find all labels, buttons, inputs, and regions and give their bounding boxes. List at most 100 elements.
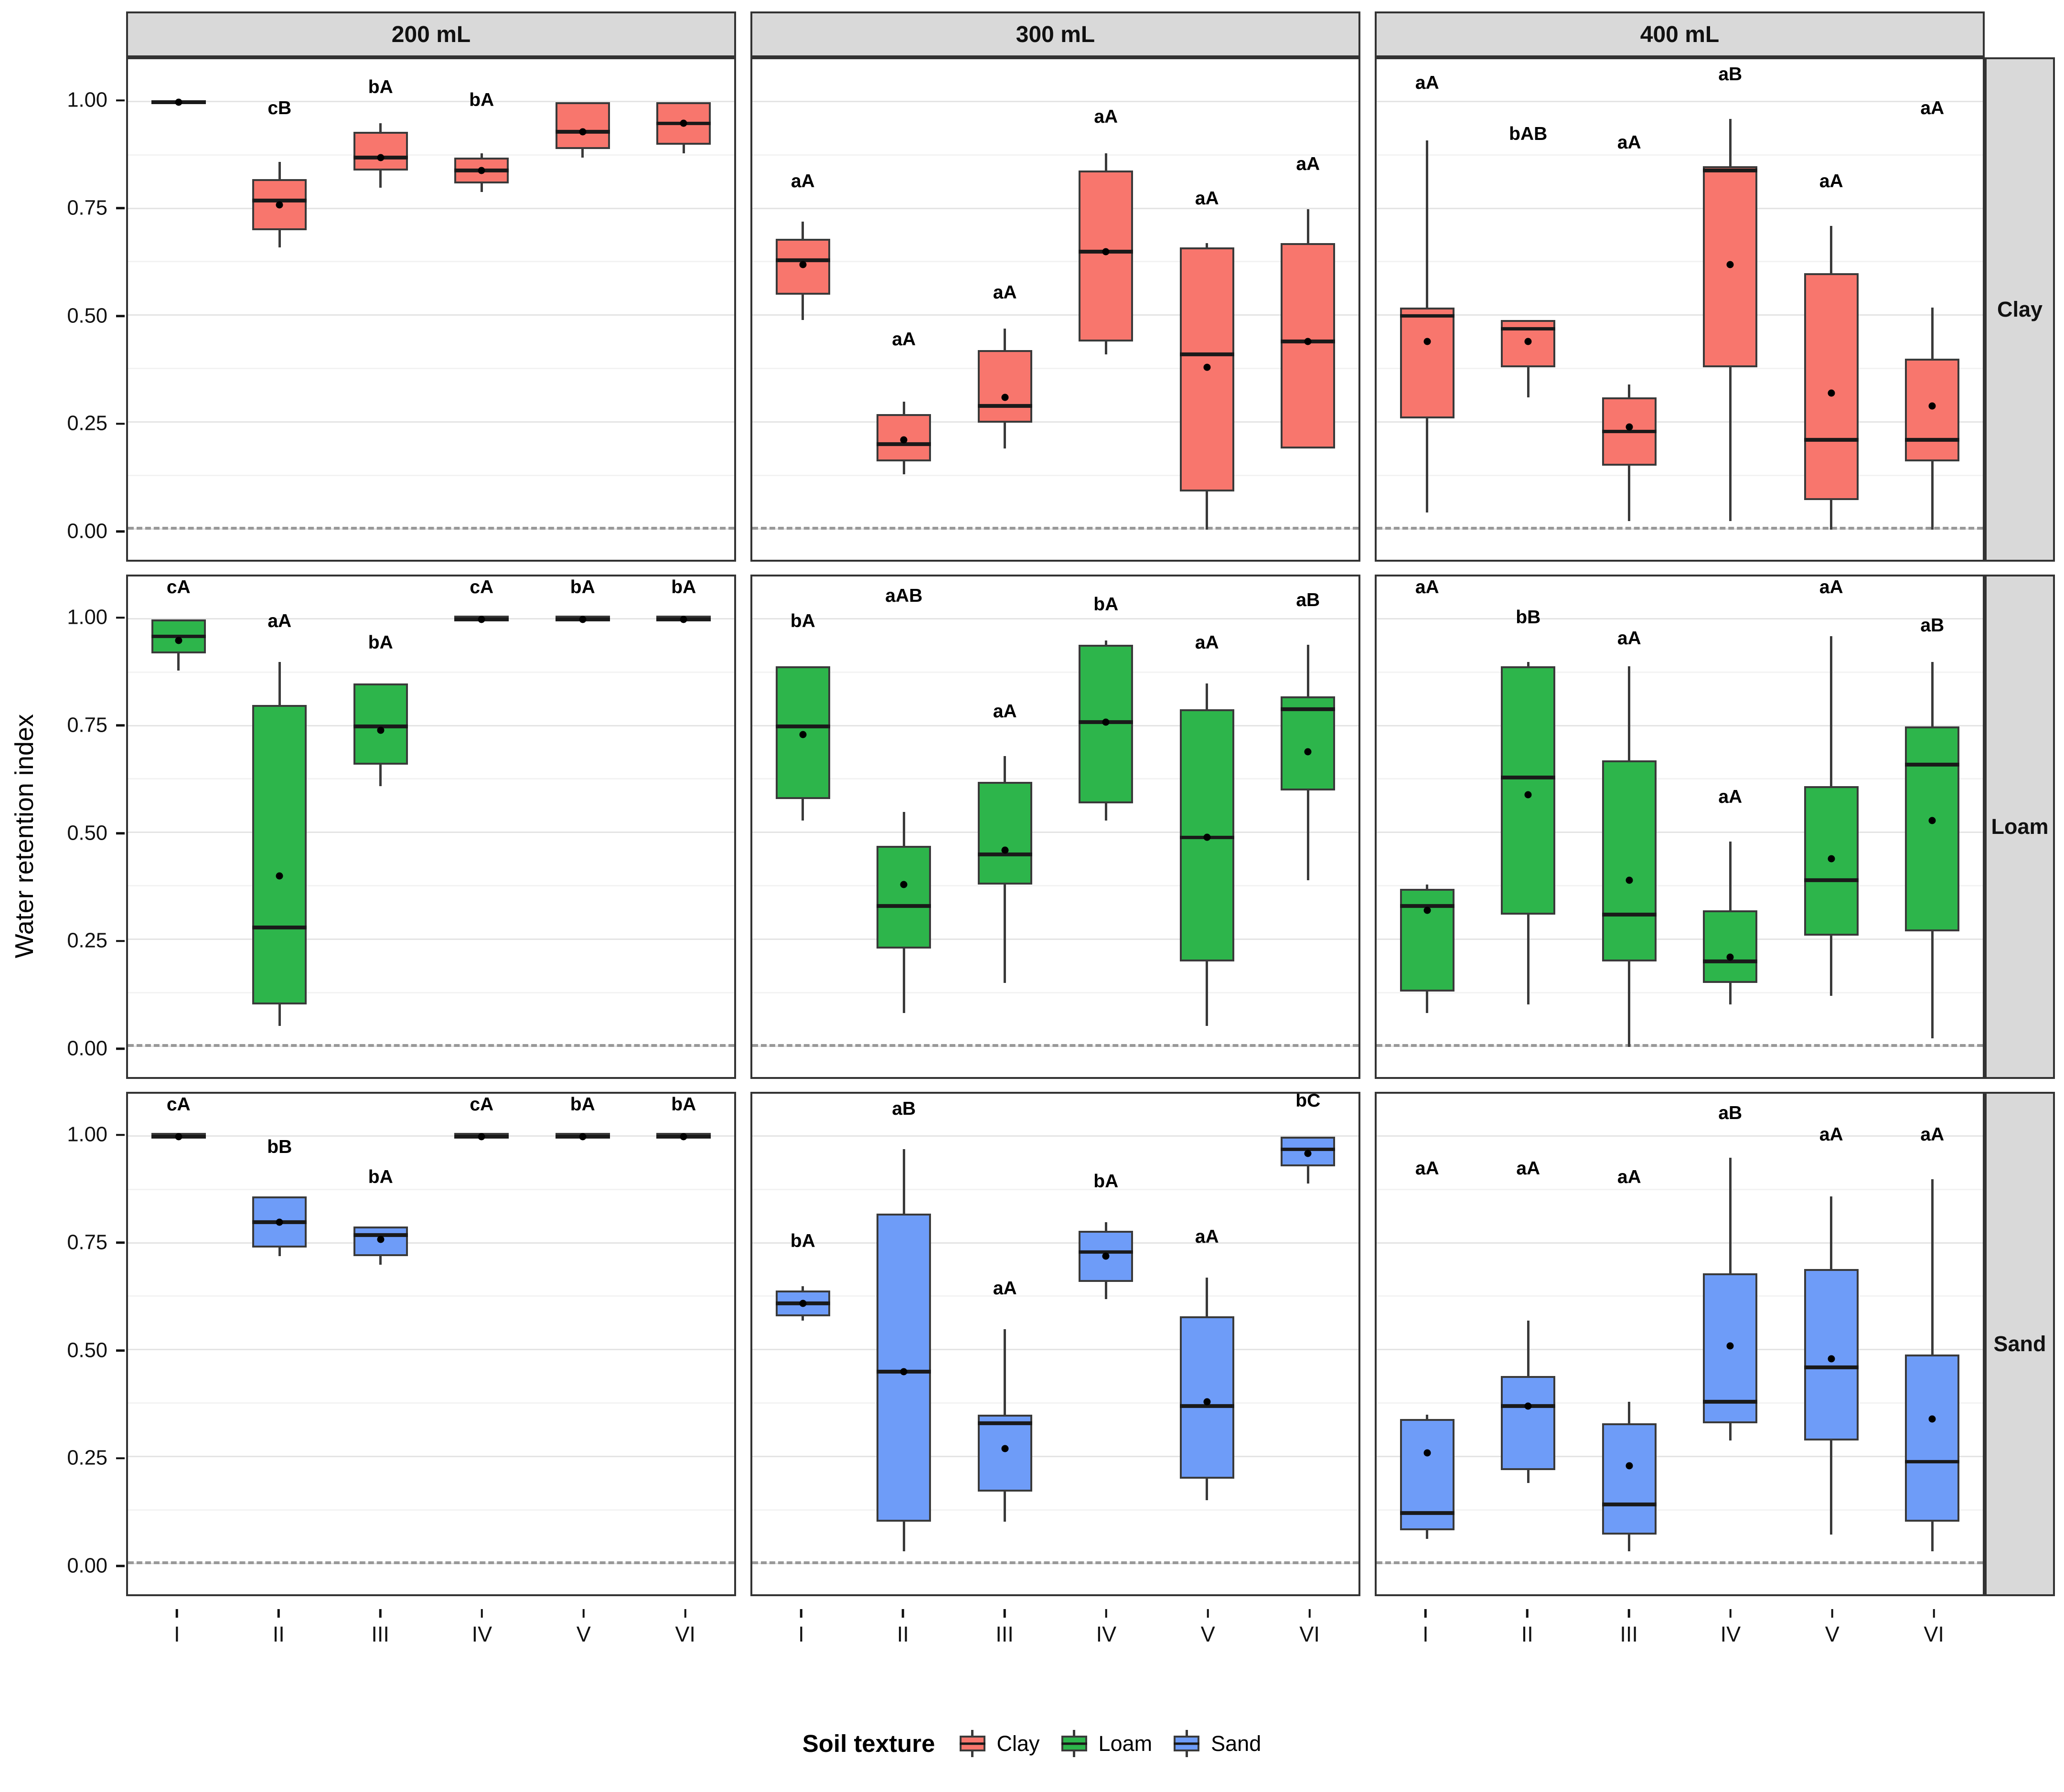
y-tick-mark (116, 1565, 125, 1568)
box-body (877, 846, 931, 949)
box-body (977, 1414, 1032, 1492)
minor-gridline (1377, 1509, 1983, 1511)
significance-label: bB (1516, 607, 1541, 628)
median-line (977, 404, 1032, 408)
x-axis-right-spacer (1985, 1609, 2055, 1661)
y-tick-label: 0.75 (67, 1231, 107, 1254)
boxplot-loam-I: bA (775, 576, 830, 1077)
major-gridline (1377, 939, 1983, 940)
median-line (1804, 878, 1859, 882)
significance-label: aA (267, 611, 292, 632)
significance-label: bA (671, 576, 696, 597)
mean-dot (276, 201, 283, 209)
major-gridline (128, 207, 734, 209)
significance-label: bA (790, 611, 815, 632)
facet-column-strip: 400 mL (1375, 11, 1985, 57)
mean-dot (680, 119, 687, 127)
box-body (1079, 170, 1134, 342)
panel-clay-300mL: aA aA aA aA aA aA (750, 57, 1360, 562)
box-body (877, 1213, 931, 1522)
mean-dot (1726, 261, 1734, 268)
major-gridline (752, 939, 1358, 940)
mean-dot (1423, 1449, 1431, 1457)
boxplot-loam-III: aA (977, 576, 1032, 1077)
mean-dot (799, 731, 807, 738)
x-axis-labels: I II III IV V VI (750, 1609, 1360, 1661)
mean-dot (1928, 402, 1936, 410)
mean-dot (579, 616, 587, 623)
box-body (1905, 1355, 1960, 1522)
major-gridline (1377, 1349, 1983, 1351)
median-line (1602, 912, 1657, 917)
boxplot-clay-VI: aA (1281, 59, 1336, 560)
significance-label: aA (1094, 107, 1118, 128)
boxplot-loam-VI: bA (656, 576, 711, 1077)
major-gridline (128, 1135, 734, 1137)
box-body (252, 704, 307, 1004)
major-gridline (752, 1349, 1358, 1351)
boxplot-clay-VI (656, 59, 711, 560)
significance-label: cA (470, 576, 494, 597)
major-gridline (128, 939, 734, 940)
x-tick-mark (1526, 1609, 1529, 1618)
mean-dot (1203, 1398, 1211, 1406)
boxplot-sand-VI: bC (1281, 1094, 1336, 1594)
box-body (353, 132, 408, 171)
boxplot-loam-IV: cA (454, 576, 509, 1077)
major-gridline (128, 725, 734, 726)
significance-label: aA (1516, 1158, 1540, 1179)
minor-gridline (128, 885, 734, 887)
boxplot-sand-IV: cA (454, 1094, 509, 1594)
major-gridline (1377, 725, 1983, 726)
minor-gridline (1377, 1188, 1983, 1190)
significance-label: aA (1617, 1167, 1641, 1188)
box-body (1079, 645, 1134, 803)
median-line (353, 1233, 408, 1237)
mean-dot (1423, 907, 1431, 914)
minor-gridline (752, 1509, 1358, 1511)
x-tick-label: II (897, 1622, 909, 1646)
box-body (1602, 760, 1657, 962)
x-axis-labels: I II III IV V VI (1375, 1609, 1985, 1661)
mean-dot (1726, 953, 1734, 961)
x-tick-label: III (995, 1622, 1014, 1646)
boxplot-clay-V: aA (1804, 59, 1859, 560)
mean-dot (1928, 1415, 1936, 1423)
major-gridline (128, 1242, 734, 1244)
significance-label: bA (570, 576, 595, 597)
significance-label: aA (1415, 576, 1439, 597)
boxplot-sand-I: aA (1400, 1094, 1454, 1594)
major-gridline (1377, 1242, 1983, 1244)
zero-reference-line (752, 527, 1358, 530)
box-body (1501, 666, 1556, 915)
boxplot-clay-V: aA (1179, 59, 1234, 560)
minor-gridline (752, 261, 1358, 263)
significance-label: aA (1718, 786, 1743, 807)
minor-gridline (1377, 154, 1983, 156)
box-body (353, 683, 408, 765)
mean-dot (276, 872, 283, 880)
x-tick-label: IV (471, 1622, 492, 1646)
minor-gridline (1377, 475, 1983, 477)
mean-dot (478, 1133, 485, 1141)
x-tick-mark (1105, 1609, 1108, 1618)
x-tick-mark (1933, 1609, 1935, 1618)
x-tick-mark (1308, 1609, 1311, 1618)
significance-label: bA (671, 1094, 696, 1115)
x-tick-label: I (174, 1622, 180, 1646)
y-tick-mark (116, 1047, 125, 1050)
significance-label: cA (166, 576, 191, 597)
mean-dot (377, 1236, 385, 1243)
significance-label: bA (368, 1167, 393, 1188)
legend-key-sand-boxplot-icon (1172, 1730, 1201, 1757)
median-line (353, 724, 408, 728)
minor-gridline (1377, 671, 1983, 673)
minor-gridline (1377, 778, 1983, 780)
median-line (1501, 776, 1556, 779)
minor-gridline (752, 992, 1358, 994)
y-tick-mark (116, 939, 125, 942)
box-body (1703, 910, 1758, 983)
mean-dot (1626, 1462, 1633, 1470)
median-line (1602, 1503, 1657, 1506)
legend-key-clay-boxplot-icon (958, 1730, 987, 1757)
